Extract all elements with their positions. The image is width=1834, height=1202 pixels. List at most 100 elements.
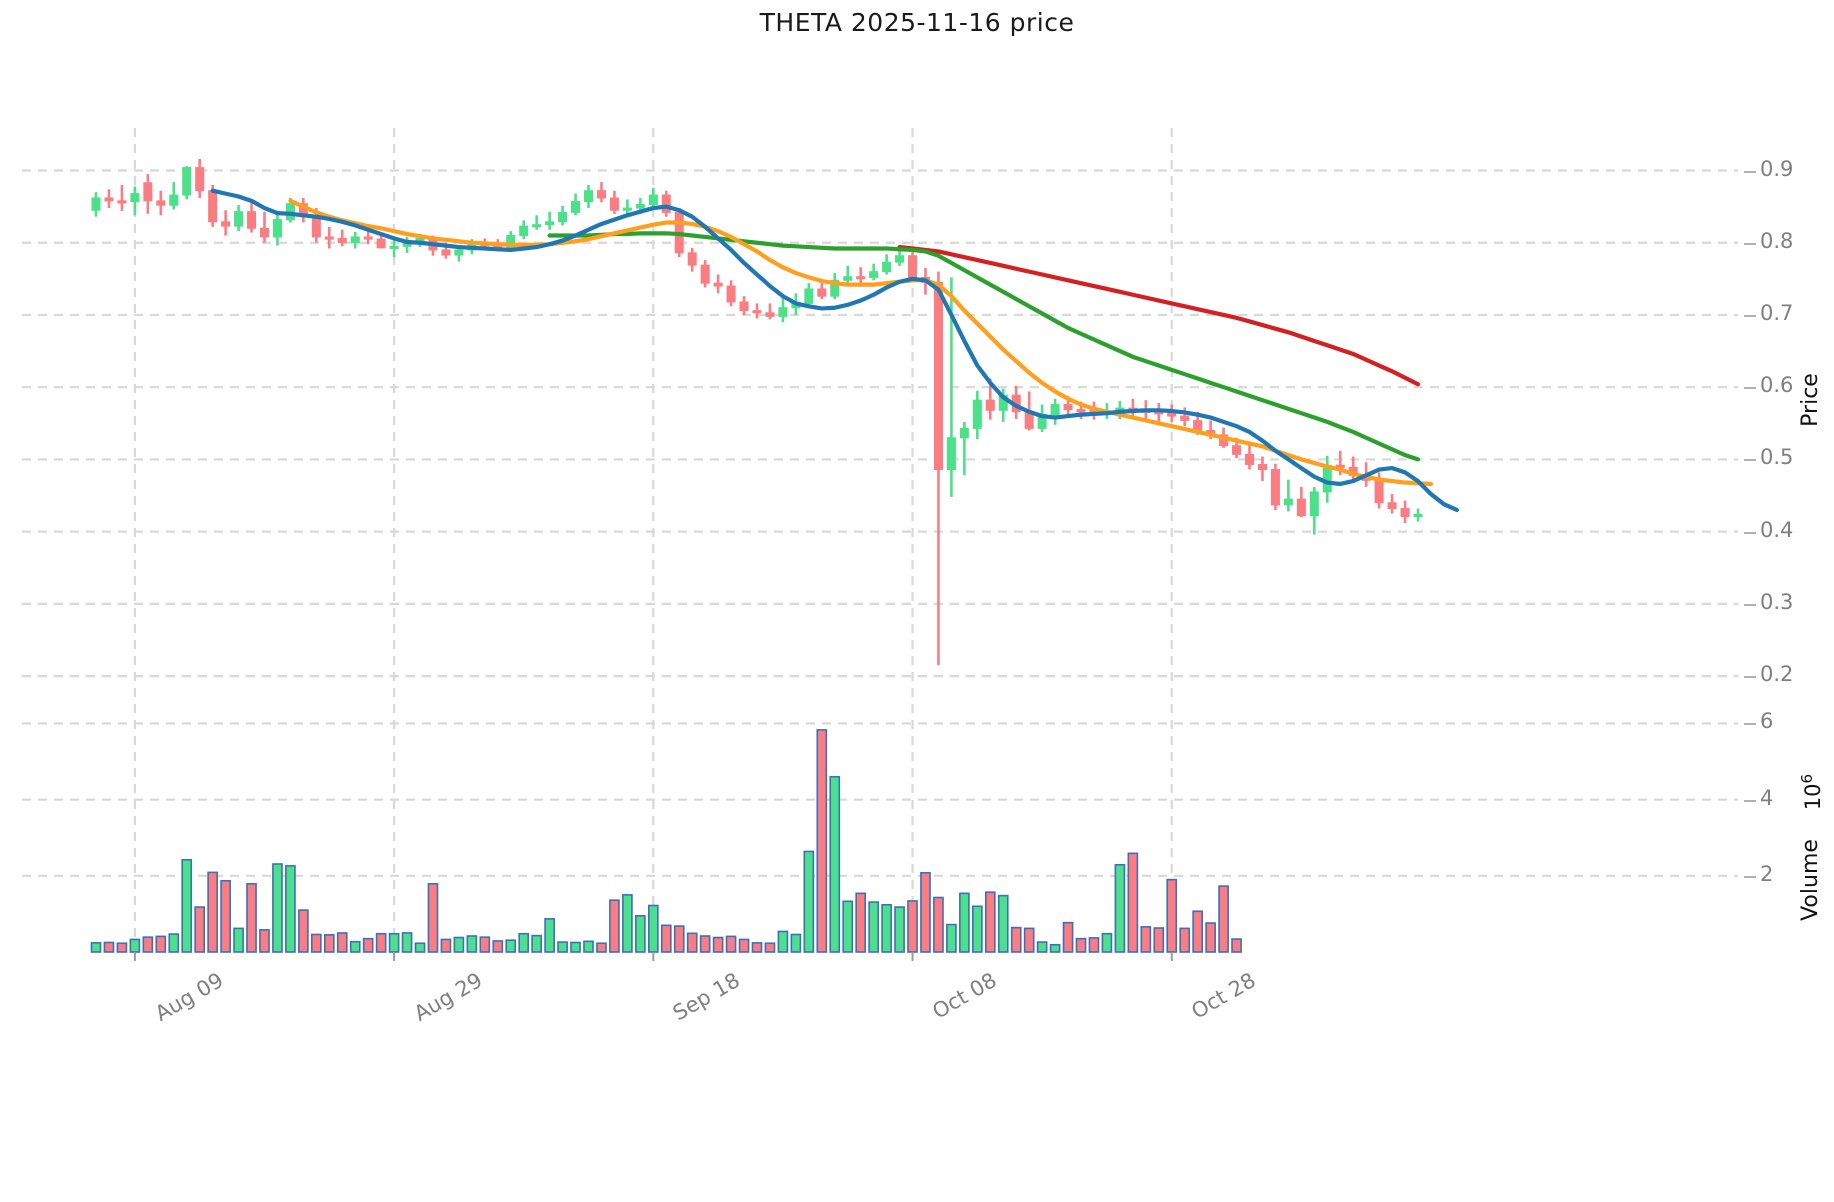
- price-tick-mark: [1744, 531, 1756, 534]
- volume-bar: [635, 915, 646, 953]
- volume-bar: [933, 896, 944, 953]
- volume-bar: [803, 850, 815, 953]
- volume-bar: [790, 933, 802, 953]
- ma-long-line: [547, 231, 1421, 462]
- volume-bar: [492, 940, 504, 953]
- volume-bar: [1179, 927, 1191, 953]
- volume-bar: [1023, 927, 1035, 953]
- price-tick-0-2: 0.2: [1760, 662, 1794, 687]
- volume-tick-2: 2: [1760, 861, 1774, 886]
- volume-bar: [310, 933, 322, 953]
- volume-bar: [1218, 885, 1229, 953]
- volume-bar: [427, 883, 439, 953]
- volume-bar: [375, 932, 387, 953]
- price-tick-0-9: 0.9: [1760, 156, 1794, 181]
- volume-bar: [388, 932, 400, 953]
- volume-bar: [894, 906, 905, 953]
- volume-bar: [738, 938, 750, 953]
- price-tick-mark: [1744, 242, 1756, 245]
- volume-bar: [583, 940, 594, 953]
- price-tick-0-8: 0.8: [1760, 228, 1794, 253]
- volume-bar: [868, 901, 879, 953]
- volume-bar: [1153, 927, 1165, 953]
- volume-bar: [829, 775, 841, 953]
- volume-bar: [90, 942, 102, 953]
- price-tick-mark: [1744, 315, 1756, 317]
- volume-bar: [1101, 932, 1113, 953]
- volume-bar: [207, 871, 218, 953]
- volume-bar: [168, 933, 180, 953]
- volume-bar: [946, 923, 957, 953]
- volume-bar: [1192, 910, 1204, 953]
- volume-bar: [466, 935, 478, 953]
- volume-bar: [842, 900, 854, 953]
- x-tick-marks: [133, 952, 1173, 961]
- volume-axis-label-text: Volume: [1798, 839, 1823, 921]
- volume-bar: [660, 924, 672, 953]
- volume-bar: [233, 927, 244, 953]
- volume-bar: [647, 904, 659, 953]
- volume-bar: [544, 918, 555, 953]
- volume-bar: [1010, 926, 1022, 953]
- volume-bar: [1127, 852, 1139, 953]
- volume-bar: [246, 883, 257, 953]
- volume-bar: [920, 871, 931, 953]
- volume-bar: [622, 894, 633, 953]
- volume-tick-mark: [1744, 799, 1756, 802]
- volume-axis-label: Volume: [1798, 839, 1823, 921]
- volume-bar: [440, 938, 452, 953]
- price-tick-0-3: 0.3: [1760, 589, 1794, 614]
- volume-bar: [1049, 943, 1061, 953]
- volume-bar: [194, 906, 206, 953]
- volume-bar: [479, 936, 491, 953]
- volume-bar: [751, 942, 763, 953]
- volume-bar: [686, 932, 698, 953]
- volume-bar: [699, 935, 711, 953]
- gridlines: [22, 128, 1738, 960]
- volume-bar: [1205, 922, 1216, 953]
- volume-bar: [959, 892, 970, 953]
- candlestick-series: [91, 158, 1423, 666]
- volume-bar: [609, 899, 620, 953]
- price-tick-mark: [1744, 603, 1756, 606]
- ma-short-line: [210, 188, 1459, 513]
- volume-bar: [673, 925, 685, 953]
- volume-tick-mark: [1744, 875, 1756, 878]
- volume-bar: [401, 932, 413, 953]
- volume-bar: [984, 891, 996, 953]
- volume-multiplier-exponent: 6: [1798, 773, 1816, 784]
- ma-mid-line: [288, 198, 1434, 487]
- volume-bar: [997, 894, 1009, 953]
- volume-bar: [764, 942, 776, 953]
- volume-bar: [881, 903, 892, 953]
- price-tick-0-4: 0.4: [1760, 517, 1794, 542]
- volume-tick-4: 4: [1760, 785, 1774, 810]
- volume-bar: [971, 905, 983, 953]
- volume-bar: [414, 942, 426, 953]
- volume-bar: [596, 942, 607, 953]
- volume-bar: [129, 938, 141, 953]
- price-tick-mark: [1744, 459, 1756, 462]
- volume-bar: [816, 729, 828, 953]
- volume-bar: [259, 929, 270, 953]
- volume-bar: [272, 863, 283, 953]
- volume-tick-mark: [1744, 723, 1756, 726]
- volume-bar: [518, 932, 530, 953]
- volume-bar: [531, 934, 543, 953]
- price-tick-0-6: 0.6: [1760, 373, 1794, 398]
- volume-tick-6: 6: [1760, 709, 1774, 734]
- volume-bar: [725, 935, 737, 953]
- volume-bar: [155, 935, 167, 953]
- volume-bar: [323, 934, 335, 953]
- price-tick-0-7: 0.7: [1760, 300, 1794, 325]
- volume-bar: [505, 939, 517, 953]
- volume-bar: [1088, 937, 1100, 953]
- volume-series: [90, 729, 1242, 953]
- volume-bar: [142, 936, 154, 953]
- volume-axis-multiplier: 106: [1798, 774, 1825, 810]
- volume-bar: [1114, 863, 1126, 953]
- price-axis-label: Price: [1798, 373, 1823, 427]
- price-tick-mark: [1744, 387, 1756, 390]
- volume-bar: [1062, 921, 1074, 953]
